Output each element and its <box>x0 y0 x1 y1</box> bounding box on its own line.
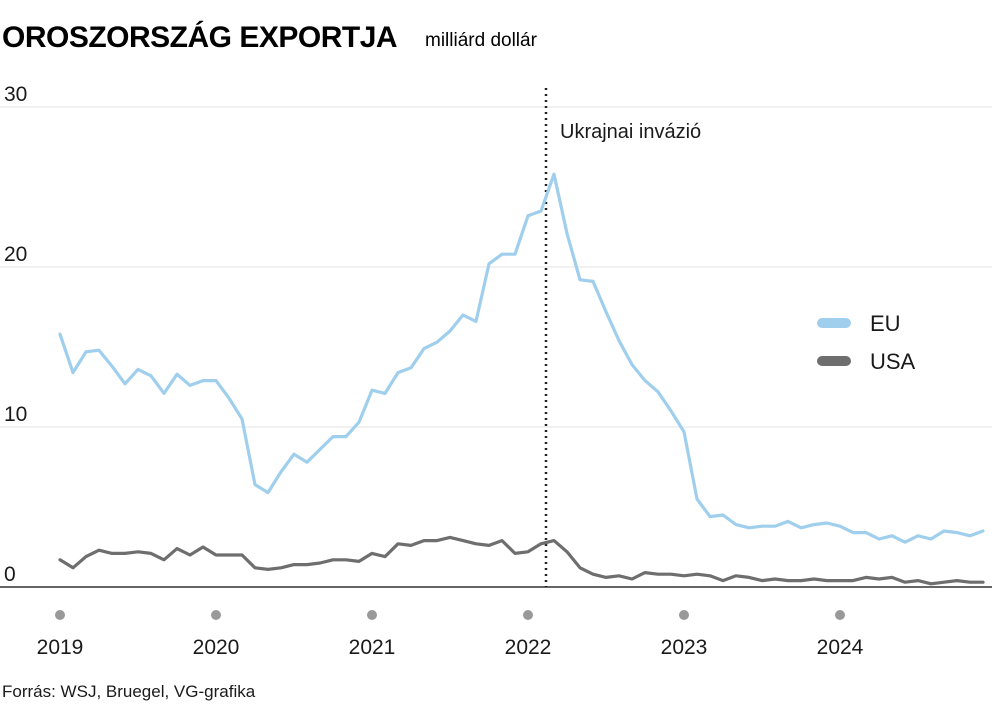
x-tick-label: 2024 <box>817 636 864 659</box>
x-tick-dot <box>523 610 533 620</box>
x-tick-dot <box>367 610 377 620</box>
x-tick-dot <box>679 610 689 620</box>
y-tick-label: 30 <box>4 83 27 106</box>
series-line-usa <box>58 535 985 586</box>
x-tick-label: 2022 <box>505 636 552 659</box>
x-tick-label: 2021 <box>349 636 396 659</box>
y-tick-label: 10 <box>4 403 27 426</box>
series-line-eu <box>58 172 985 544</box>
gridlines <box>0 106 992 428</box>
chart-title: OROSZORSZÁG EXPORTJA <box>2 20 397 54</box>
x-tick-dot <box>211 610 221 620</box>
y-axis-ticks: 0 10 20 30 <box>4 83 27 586</box>
y-tick-label: 20 <box>4 243 27 266</box>
source-note: Forrás: WSJ, Bruegel, VG-grafika <box>2 682 256 701</box>
legend: EU USA <box>817 311 916 374</box>
legend-label-usa: USA <box>870 349 916 374</box>
x-tick-label: 2020 <box>193 636 240 659</box>
legend-label-eu: EU <box>870 311 901 336</box>
invasion-annotation: Ukrajnai invázió <box>560 121 701 143</box>
x-tick-label: 2019 <box>37 636 84 659</box>
chart-subtitle: milliárd dollár <box>425 30 538 51</box>
x-tick-dot <box>835 610 845 620</box>
x-tick-dot <box>55 610 65 620</box>
y-tick-label: 0 <box>4 563 16 586</box>
x-tick-label: 2023 <box>661 636 708 659</box>
series-lines <box>58 172 985 586</box>
x-axis-ticks: 2019 2020 2021 2022 2023 2024 <box>37 610 864 659</box>
